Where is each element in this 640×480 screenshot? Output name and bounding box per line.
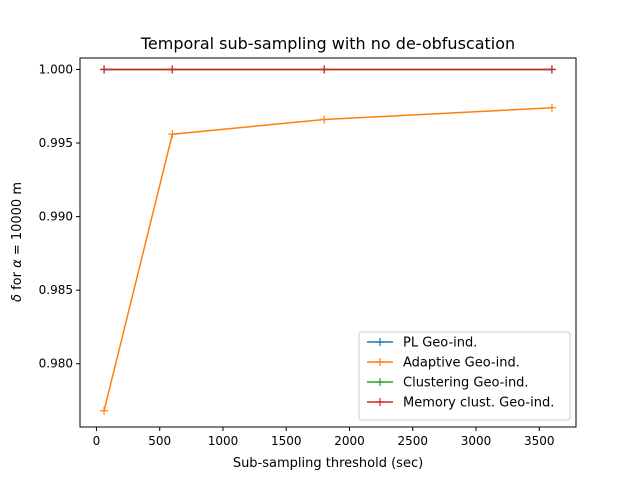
data-point: [320, 65, 329, 74]
x-tick-label: 3500: [524, 434, 555, 448]
data-point: [100, 65, 109, 74]
data-point: [547, 65, 556, 74]
x-tick-label: 2000: [334, 434, 365, 448]
data-point: [100, 406, 109, 415]
legend-entry: Clustering Geo-ind.: [367, 376, 529, 391]
y-axis-label-prefix: for: [10, 268, 25, 294]
chart-title: Temporal sub-sampling with no de-obfusca…: [140, 34, 515, 53]
legend-entry: Adaptive Geo-ind.: [367, 356, 520, 371]
y-axis-label-delta: δ: [10, 294, 25, 302]
y-axis: 0.980 0.985 0.990 0.995 1.000: [39, 62, 80, 371]
series-line-1: [103, 106, 552, 411]
legend: PL Geo-ind. Adaptive Geo-ind. Clustering G…: [358, 331, 571, 421]
data-point: [168, 65, 177, 74]
x-tick-label: 3000: [461, 434, 492, 448]
legend-label: Adaptive Geo-ind.: [403, 356, 520, 371]
y-axis-label-suffix: = 10000 m: [10, 182, 25, 259]
y-tick-label: 0.980: [39, 357, 73, 371]
y-axis-label: δ for α = 10000 m: [10, 182, 25, 302]
x-tick-label: 1500: [271, 434, 302, 448]
data-point: [168, 130, 177, 139]
x-tick-label: 0: [93, 434, 101, 448]
legend-label: Clustering Geo-ind.: [403, 376, 529, 391]
legend-entry: PL Geo-ind.: [367, 336, 477, 351]
data-point: [547, 103, 556, 112]
x-tick-label: 2500: [398, 434, 429, 448]
legend-entry: Memory clust. Geo-ind.: [367, 396, 554, 411]
y-axis-label-alpha: α: [10, 259, 25, 268]
legend-label: Memory clust. Geo-ind.: [403, 396, 554, 411]
y-tick-label: 0.990: [39, 210, 73, 224]
series-layer: [100, 65, 556, 415]
x-axis-label: Sub-sampling threshold (sec): [233, 456, 423, 471]
x-tick-label: 500: [148, 434, 171, 448]
y-tick-label: 0.985: [39, 283, 73, 297]
x-tick-label: 1000: [208, 434, 239, 448]
plot-frame: [79, 57, 577, 428]
data-point: [320, 115, 329, 124]
y-tick-label: 0.995: [39, 136, 73, 150]
x-axis: 0 500 1000 1500 2000 2500 3000 3500: [93, 427, 555, 448]
y-tick-label: 1.000: [39, 62, 73, 76]
legend-box: [358, 331, 571, 421]
legend-label: PL Geo-ind.: [403, 336, 477, 351]
